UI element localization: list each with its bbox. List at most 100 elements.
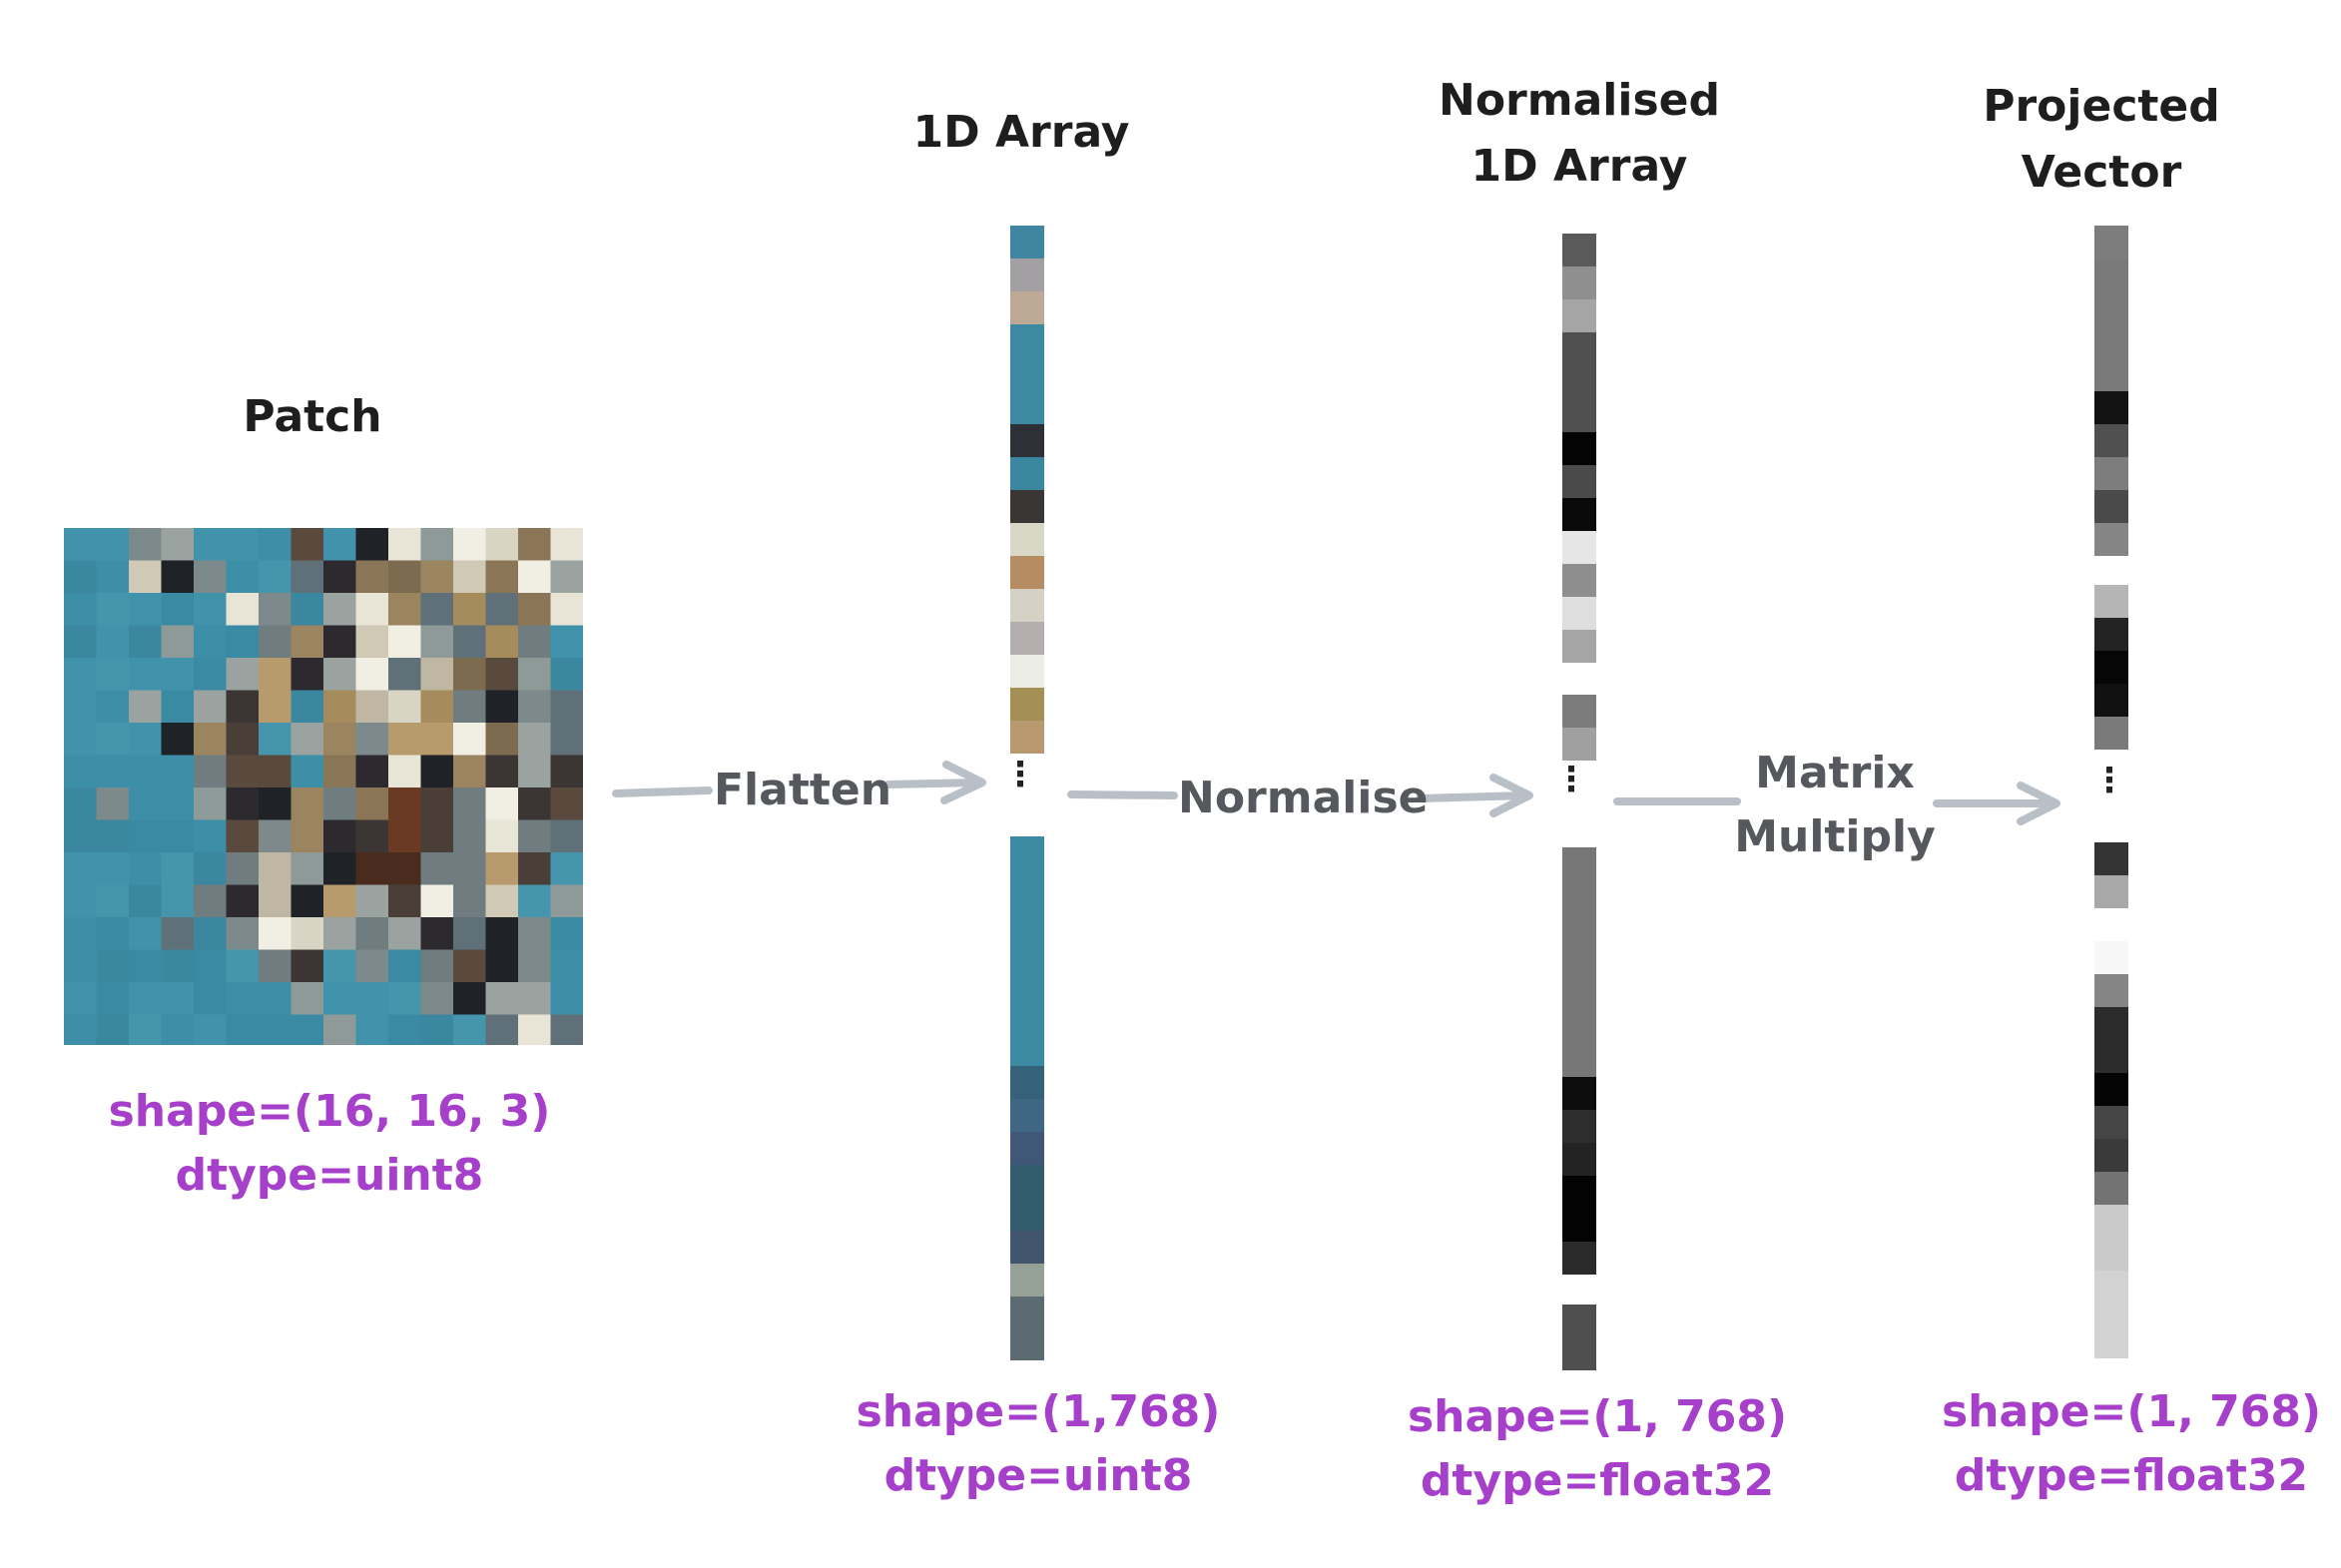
array-1d-strip	[1010, 226, 1044, 1360]
patch-pixel	[96, 982, 130, 1016]
patch-pixel	[194, 819, 228, 853]
patch-pixel	[161, 560, 195, 594]
patch-pixel	[485, 1014, 519, 1045]
patch-pixel	[453, 625, 487, 659]
patch-pixel	[323, 949, 357, 983]
patch-pixel	[550, 917, 583, 951]
array-1d-cell	[1010, 226, 1044, 259]
patch-pixel	[355, 1014, 389, 1045]
patch-pixel	[64, 917, 98, 951]
normalised-cell	[1562, 432, 1596, 465]
patch-pixel	[291, 690, 324, 724]
patch-pixel	[96, 528, 130, 562]
array-1d-cell	[1010, 1264, 1044, 1297]
patch-pixel	[291, 819, 324, 853]
array-1d-cell	[1010, 721, 1044, 754]
projected-cell	[2094, 1106, 2128, 1139]
patch-pixel	[518, 560, 552, 594]
matrix-multiply-label-line1: Matrix	[1755, 748, 1915, 798]
patch-pixel	[96, 690, 130, 724]
patch-pixel	[161, 852, 195, 886]
patch-pixel	[518, 884, 552, 918]
patch-pixel	[550, 560, 583, 594]
array-1d-cell	[1010, 622, 1044, 655]
patch-pixel	[355, 625, 389, 659]
patch-pixel	[388, 787, 422, 821]
patch-pixel	[226, 658, 260, 692]
patch-pixel	[323, 852, 357, 886]
projected-cell	[2094, 457, 2128, 490]
patch-pixel	[388, 658, 422, 692]
patch-pixel	[518, 949, 552, 983]
patch-pixel	[453, 917, 487, 951]
patch-pixel	[518, 1014, 552, 1045]
patch-pixel	[453, 593, 487, 627]
patch-pixel	[518, 982, 552, 1016]
patch-pixel	[420, 884, 454, 918]
patch-pixel	[323, 1014, 357, 1045]
patch-pixel	[355, 723, 389, 757]
patch-pixel	[129, 560, 163, 594]
patch-pixel	[323, 787, 357, 821]
patch-pixel	[161, 625, 195, 659]
patch-pixel	[388, 690, 422, 724]
patch-pixel	[226, 949, 260, 983]
patch-pixel	[194, 528, 228, 562]
patch-pixel	[388, 949, 422, 983]
patch-pixel	[388, 723, 422, 757]
patch-pixel	[388, 593, 422, 627]
patch-pixel	[226, 852, 260, 886]
patch-pixel	[388, 982, 422, 1016]
normalised-cell	[1562, 498, 1596, 531]
patch-pixel	[323, 658, 357, 692]
patch-pixel	[96, 852, 130, 886]
normalised-info: shape=(1, 768) dtype=float32	[1338, 1385, 1857, 1513]
patch-pixel	[291, 593, 324, 627]
patch-pixel	[420, 949, 454, 983]
patch-pixel	[129, 593, 163, 627]
patch-pixel	[291, 884, 324, 918]
patch-pixel	[161, 949, 195, 983]
patch-pixel	[453, 819, 487, 853]
patch-pixel	[226, 1014, 260, 1045]
patch-pixel	[420, 723, 454, 757]
patch-pixel	[194, 560, 228, 594]
patch-pixel	[550, 949, 583, 983]
patch-pixel	[194, 787, 228, 821]
patch-pixel	[518, 755, 552, 788]
patch-pixel	[259, 819, 293, 853]
array-1d-cell	[1010, 1231, 1044, 1264]
normalised-cell	[1562, 266, 1596, 299]
patch-pixel	[550, 690, 583, 724]
projected-cell	[2094, 1073, 2128, 1106]
patch-pixel	[291, 560, 324, 594]
patch-pixel	[194, 625, 228, 659]
patch-pixel	[518, 819, 552, 853]
patch-pixel	[453, 755, 487, 788]
patch-pixel	[194, 723, 228, 757]
patch-pixel	[550, 658, 583, 692]
patch-pixel	[226, 528, 260, 562]
patch-pixel	[129, 982, 163, 1016]
normalised-cell	[1562, 1176, 1596, 1242]
patch-pixel	[420, 690, 454, 724]
patch-pixel	[323, 884, 357, 918]
array-1d-dtype: dtype=uint8	[883, 1450, 1193, 1501]
patch-pixel	[161, 787, 195, 821]
matrix-multiply-label: Matrix Multiply	[1729, 742, 1941, 869]
normalised-cell	[1562, 1077, 1596, 1110]
patch-pixel	[194, 884, 228, 918]
patch-pixel	[355, 528, 389, 562]
patch-pixel	[355, 755, 389, 788]
patch-pixel	[550, 528, 583, 562]
patch-pixel	[291, 852, 324, 886]
patch-pixel	[64, 755, 98, 788]
array-1d-cell	[1010, 1099, 1044, 1132]
patch-pixel	[550, 1014, 583, 1045]
patch-pixel	[291, 982, 324, 1016]
patch-pixel	[259, 658, 293, 692]
patch-pixel	[259, 560, 293, 594]
patch-pixel	[518, 723, 552, 757]
patch-pixel	[291, 917, 324, 951]
normalised-cell	[1562, 564, 1596, 597]
